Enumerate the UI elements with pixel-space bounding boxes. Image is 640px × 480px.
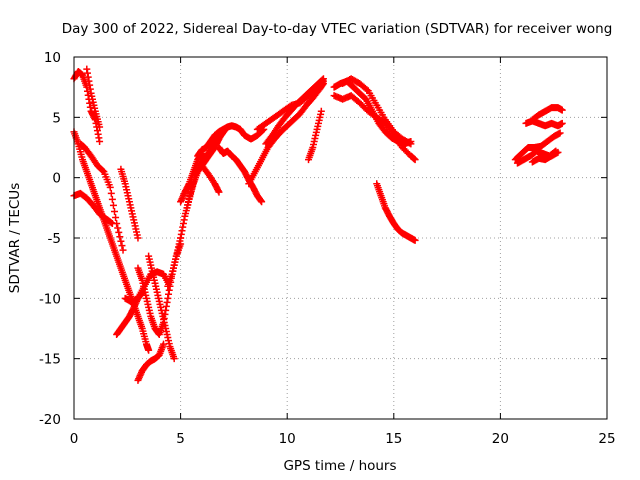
series-pass-12 [164,234,185,290]
data-point [411,156,419,164]
series-pass-29 [528,148,562,166]
series-pass-04 [70,189,116,228]
series-pass-11 [145,252,178,363]
series-pass-02 [83,65,104,131]
data-point [109,201,117,209]
data-point [363,86,371,94]
series-pass-22 [305,107,325,164]
data-point [258,198,266,206]
data-point [96,137,104,145]
y-tick-label: -10 [39,291,61,307]
x-tick-label: 10 [279,431,296,447]
data-point [96,123,104,131]
x-axis-label: GPS time / hours [283,458,396,474]
data-point [119,246,127,254]
data-point [134,234,142,242]
data-point [556,129,564,137]
data-point [114,224,122,232]
data-point [117,237,125,245]
y-tick-label: -20 [39,412,61,428]
x-tick-label: 20 [492,431,509,447]
axis-ticks: 0 5 10 15 20 25 -20 -15 -10 -5 0 5 10 [39,50,616,447]
data-point [106,183,114,191]
data-point [554,148,562,156]
chart-title: Day 300 of 2022, Sidereal Day-to-day VTE… [62,21,613,37]
series-pass-25 [339,75,415,148]
y-tick-label: 10 [44,50,61,66]
data-point [113,220,121,228]
data-point [107,219,115,227]
data-point [116,233,124,241]
x-tick-label: 0 [70,431,79,447]
y-tick-label: 5 [52,110,61,126]
data-point [108,195,116,203]
data-point [215,188,223,196]
series-pass-21 [262,75,327,148]
data-point [111,207,119,215]
y-tick-label: -5 [48,231,61,247]
data-point [112,213,120,221]
series-pass-26 [373,180,419,244]
y-axis-label: SDTVAR / TECUs [7,183,23,293]
y-tick-label: -15 [39,352,61,368]
plot-frame [73,56,608,420]
data-point [319,75,327,83]
data-point [118,242,126,250]
data-point [145,346,153,354]
y-tick-label: 0 [52,171,61,187]
series-pass-03 [70,128,153,354]
data-point [115,228,123,236]
data-point [107,189,115,197]
series-pass-06 [117,165,142,242]
data-point [407,140,415,148]
gridlines [74,57,607,419]
series-pass-19 [245,80,327,188]
series-pass-31 [528,104,566,124]
data-point [411,236,419,244]
x-tick-label: 25 [598,431,615,447]
series-pass-17 [215,144,266,206]
series-pass-09 [134,340,168,384]
data-point [558,106,566,114]
series-pass-18 [198,162,223,196]
series-pass-28 [513,147,560,167]
x-tick-label: 5 [176,431,185,447]
data-point [558,119,566,127]
series-pass-15 [183,125,229,212]
data-point [317,107,325,115]
series-pass-05 [76,140,127,254]
data-point [318,76,326,84]
series-pass-27 [511,129,564,164]
data-point [405,139,413,147]
x-tick-label: 15 [385,431,402,447]
data-point [170,355,178,363]
data-points [70,65,566,384]
data-point [99,167,107,175]
